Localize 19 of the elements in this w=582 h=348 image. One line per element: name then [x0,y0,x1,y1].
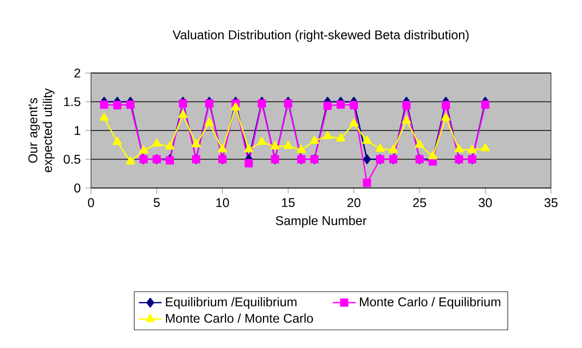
legend-label: Monte Carlo / Monte Carlo [166,313,313,323]
x-tick-label: 25 [413,198,426,208]
x-tick-label: 20 [347,198,360,208]
legend-label: Equilibrium /Equilibrium [166,297,296,309]
y-tick-label: 1.5 [64,97,80,106]
x-tick-label: 15 [282,198,295,208]
x-tick-label: 10 [216,198,229,208]
x-tick-label: 0 [88,198,94,208]
chart-title: Valuation Distribution (right-skewed Beta distribution) [172,30,469,42]
legend-label: Monte Carlo / Equilibrium [360,297,500,309]
x-axis-title: Sample Number [276,216,367,228]
x-tick-label: 35 [544,198,558,208]
y-tick-label: 1 [74,126,80,135]
y-tick-label: 0 [74,184,80,192]
y-tick-label: 2 [74,68,80,78]
x-tick-label: 5 [154,198,160,208]
x-tick-label: 30 [478,198,492,208]
y-tick-label: 0.5 [64,154,80,164]
y-axis-title: Our agent's expected utility [28,88,55,172]
